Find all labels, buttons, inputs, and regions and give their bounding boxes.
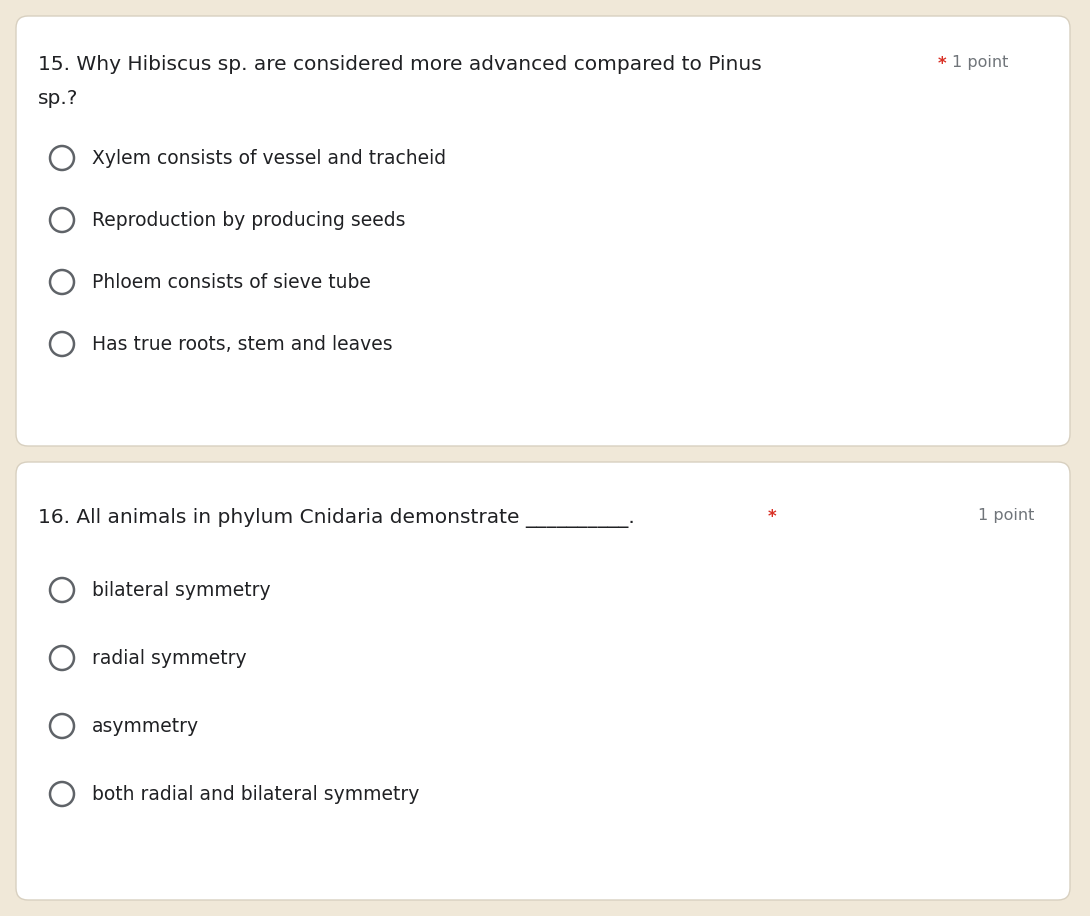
Text: bilateral symmetry: bilateral symmetry <box>92 581 270 600</box>
Text: Reproduction by producing seeds: Reproduction by producing seeds <box>92 211 405 230</box>
Text: 1 point: 1 point <box>978 508 1034 523</box>
Circle shape <box>50 208 74 232</box>
Text: *: * <box>768 508 776 526</box>
Circle shape <box>50 270 74 294</box>
Text: 16. All animals in phylum Cnidaria demonstrate __________.: 16. All animals in phylum Cnidaria demon… <box>38 508 634 528</box>
Circle shape <box>50 146 74 170</box>
Text: *: * <box>938 55 946 73</box>
Text: 15. Why Hibiscus sp. are considered more advanced compared to Pinus: 15. Why Hibiscus sp. are considered more… <box>38 55 762 74</box>
Text: Xylem consists of vessel and tracheid: Xylem consists of vessel and tracheid <box>92 149 446 168</box>
Text: radial symmetry: radial symmetry <box>92 649 246 668</box>
Text: sp.?: sp.? <box>38 89 78 108</box>
Text: Has true roots, stem and leaves: Has true roots, stem and leaves <box>92 335 392 354</box>
Text: asymmetry: asymmetry <box>92 717 199 736</box>
Circle shape <box>50 646 74 670</box>
Circle shape <box>50 782 74 806</box>
Circle shape <box>50 578 74 602</box>
FancyBboxPatch shape <box>16 16 1070 446</box>
Text: both radial and bilateral symmetry: both radial and bilateral symmetry <box>92 785 420 804</box>
Text: 1 point: 1 point <box>952 55 1008 70</box>
FancyBboxPatch shape <box>16 462 1070 900</box>
Circle shape <box>50 714 74 738</box>
Circle shape <box>50 332 74 356</box>
Text: Phloem consists of sieve tube: Phloem consists of sieve tube <box>92 273 371 292</box>
